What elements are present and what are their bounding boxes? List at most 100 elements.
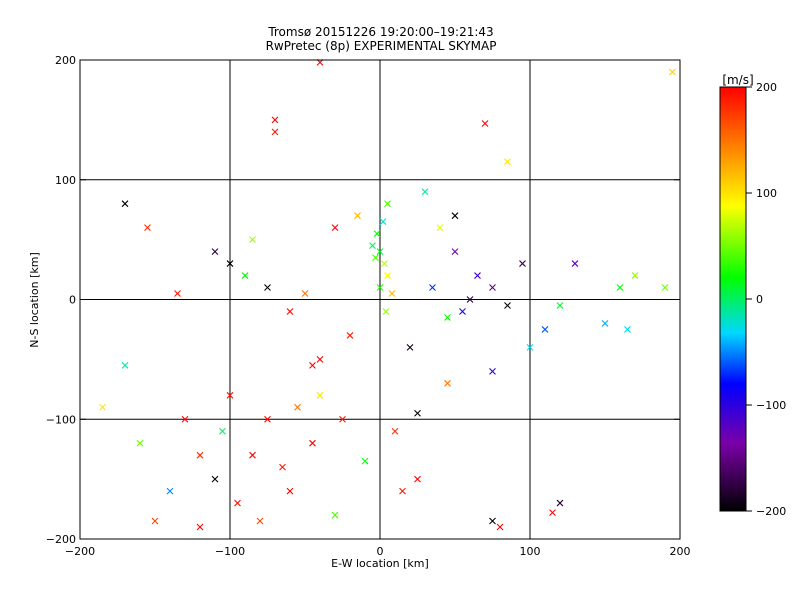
data-point-cross — [379, 218, 387, 226]
data-point-cross — [346, 332, 354, 339]
x-tick-label: −200 — [65, 545, 95, 558]
colorbar-tick-label: 100 — [756, 187, 777, 200]
colorbar: [m/s] 200 100 0 −100 −200 — [719, 73, 786, 518]
colorbar-tick-label: 200 — [756, 81, 777, 94]
data-points — [99, 59, 676, 531]
data-point-cross — [556, 499, 564, 507]
data-point-cross — [384, 272, 391, 279]
data-point-cross — [373, 230, 381, 238]
data-point-cross — [384, 200, 391, 208]
data-point-cross — [249, 236, 256, 244]
data-point-cross — [459, 308, 466, 315]
data-point-cross — [466, 296, 474, 303]
x-axis-label: E-W location [km] — [331, 557, 429, 570]
data-point-cross — [631, 272, 639, 279]
data-point-cross — [421, 188, 429, 196]
data-point-cross — [316, 355, 324, 363]
data-point-cross — [526, 344, 534, 351]
data-point-cross — [354, 212, 361, 220]
data-point-cross — [451, 212, 459, 220]
data-point-cross — [504, 302, 511, 309]
data-point-cross — [309, 361, 316, 369]
y-tick-label: 100 — [55, 174, 76, 187]
data-point-cross — [196, 523, 204, 531]
data-point-cross — [241, 272, 249, 279]
data-point-cross — [226, 260, 234, 267]
data-point-cross — [436, 224, 444, 232]
data-point-cross — [504, 158, 511, 166]
data-point-cross — [144, 224, 151, 232]
x-axis-ticks: −200 −100 0 100 200 — [65, 60, 691, 558]
data-point-cross — [174, 290, 181, 297]
data-point-cross — [286, 308, 294, 315]
data-point-cross — [316, 391, 324, 399]
data-point-cross — [271, 128, 279, 136]
data-point-cross — [414, 475, 421, 483]
data-point-cross — [519, 260, 526, 267]
y-axis-ticks: −200 −100 0 100 200 — [46, 54, 680, 546]
chart-title-line1: Tromsø 20151226 19:20:00–19:21:43 — [267, 25, 493, 39]
data-point-cross — [151, 517, 159, 525]
data-point-cross — [211, 475, 219, 483]
chart-title-line2: RwPretec (8p) EXPERIMENTAL SKYMAP — [266, 39, 497, 53]
data-point-cross — [331, 511, 339, 519]
colorbar-ticks: 200 100 0 −100 −200 — [746, 81, 786, 518]
data-point-cross — [361, 457, 369, 465]
y-tick-label: −100 — [46, 413, 76, 426]
data-point-cross — [571, 260, 579, 267]
data-point-cross — [121, 361, 129, 369]
data-point-cross — [136, 439, 144, 447]
x-tick-label: 100 — [520, 545, 541, 558]
data-point-cross — [226, 391, 234, 399]
data-point-cross — [601, 320, 609, 327]
colorbar-tick-label: −200 — [756, 505, 786, 518]
data-point-cross — [489, 367, 496, 375]
data-point-cross — [489, 517, 496, 525]
y-tick-label: 200 — [55, 54, 76, 67]
y-tick-label: −200 — [46, 533, 76, 546]
data-point-cross — [444, 314, 451, 321]
data-point-cross — [309, 439, 316, 447]
data-point-cross — [369, 242, 376, 250]
data-point-cross — [481, 120, 489, 127]
data-point-cross — [406, 344, 414, 351]
data-point-cross — [264, 284, 271, 291]
y-axis-label: N-S location [km] — [28, 252, 41, 348]
y-tick-label: 0 — [69, 294, 76, 307]
data-point-cross — [339, 415, 346, 423]
x-tick-label: 0 — [377, 545, 384, 558]
data-point-cross — [99, 403, 106, 411]
data-point-cross — [556, 302, 564, 309]
data-point-cross — [381, 260, 388, 267]
data-point-cross — [451, 248, 459, 255]
data-point-cross — [279, 463, 286, 471]
data-point-cross — [382, 308, 390, 315]
data-point-cross — [399, 487, 406, 495]
data-point-cross — [249, 451, 256, 459]
colorbar-label: [m/s] — [722, 73, 753, 87]
data-point-cross — [541, 326, 549, 333]
data-point-cross — [372, 254, 379, 261]
data-point-cross — [264, 415, 271, 423]
data-point-cross — [489, 284, 496, 291]
data-point-cross — [388, 290, 396, 297]
colorbar-tick-label: −100 — [756, 399, 786, 412]
data-point-cross — [181, 415, 189, 423]
data-point-cross — [661, 284, 669, 291]
colorbar-tick-label: 0 — [756, 293, 763, 306]
data-point-cross — [429, 284, 436, 291]
data-point-cross — [496, 523, 504, 531]
data-point-cross — [234, 499, 241, 507]
data-point-cross — [196, 451, 204, 459]
data-point-cross — [444, 379, 451, 387]
colorbar-gradient — [719, 86, 747, 512]
data-point-cross — [294, 403, 301, 411]
data-point-cross — [166, 487, 174, 495]
data-point-cross — [391, 427, 399, 435]
data-point-cross — [121, 200, 129, 208]
data-point-cross — [376, 248, 384, 255]
data-point-cross — [616, 284, 624, 291]
data-point-cross — [256, 517, 264, 525]
data-point-cross — [301, 290, 309, 297]
data-point-cross — [219, 427, 226, 435]
